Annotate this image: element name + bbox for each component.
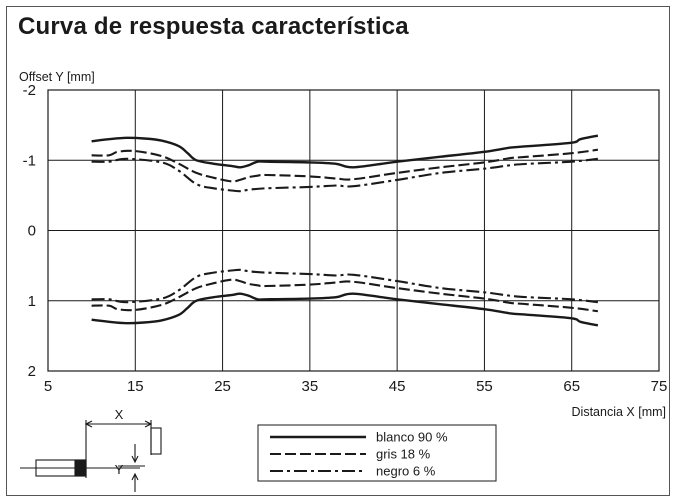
y-tick-label-0: -2 xyxy=(23,82,36,99)
x-tick-label-5: 55 xyxy=(476,378,493,395)
diagram-x-label: X xyxy=(115,407,124,422)
x-tick-label-1: 15 xyxy=(127,378,144,395)
y-tick-label-1: -1 xyxy=(23,152,36,169)
y-tick-label-4: 2 xyxy=(28,363,36,380)
legend-box xyxy=(257,424,497,482)
series-3-upper-line xyxy=(91,157,599,193)
series-2-lower-line xyxy=(91,278,599,313)
legend-label-2: gris 18 % xyxy=(376,447,431,462)
offset-y-arrowhead-top xyxy=(131,455,139,464)
figure-frame xyxy=(6,6,670,496)
series-2-upper-line xyxy=(91,148,599,183)
page-title: Curva de respuesta característica xyxy=(18,13,409,40)
x-tick-label-4: 45 xyxy=(389,378,406,395)
x-tick-label-7: 75 xyxy=(651,378,668,395)
grid xyxy=(47,89,660,372)
tick-labels: 5 15 25 35 45 55 65 75 -2 -1 0 1 2 xyxy=(23,82,668,395)
y-axis-label: Offset Y [mm] xyxy=(19,70,95,84)
target-object xyxy=(150,427,162,455)
series-1-lower-line xyxy=(91,292,599,327)
x-tick-label-2: 25 xyxy=(214,378,231,395)
sensor-lens xyxy=(74,459,87,477)
legend-label-3: negro 6 % xyxy=(376,464,436,479)
sensor-geometry-diagram xyxy=(20,420,162,492)
x-axis-label: Distancia X [mm] xyxy=(572,405,666,419)
distance-x-arrowhead-left xyxy=(84,420,93,428)
x-tick-label-0: 5 xyxy=(44,378,52,395)
legend-label-1: blanco 90 % xyxy=(376,430,448,445)
legend: blanco 90 % gris 18 % negro 6 % xyxy=(257,424,497,482)
plot-area-border xyxy=(47,89,660,372)
x-tick-label-3: 35 xyxy=(302,378,319,395)
series-3-lower-line xyxy=(91,268,599,304)
offset-y-arrowhead-bottom xyxy=(131,472,139,481)
series-group xyxy=(91,134,599,327)
y-tick-label-3: 1 xyxy=(28,293,36,310)
diagram-y-label: Y xyxy=(115,462,124,477)
x-tick-label-6: 65 xyxy=(563,378,580,395)
series-1-upper-line xyxy=(91,134,599,169)
y-tick-label-2: 0 xyxy=(28,223,36,240)
